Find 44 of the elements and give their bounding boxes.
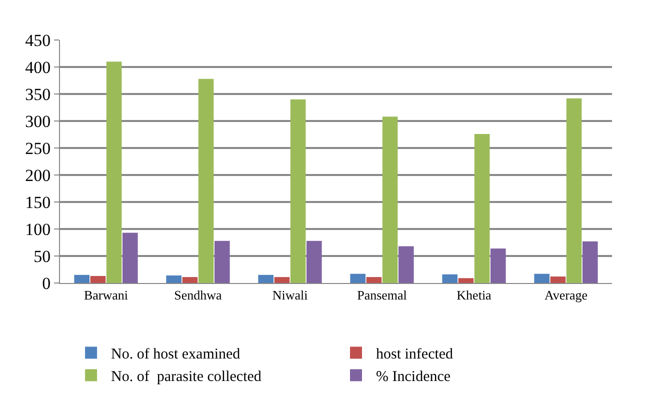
bar <box>90 276 106 283</box>
bar <box>398 246 414 283</box>
x-tick-label: Pansemal <box>357 288 408 303</box>
bar <box>534 274 550 283</box>
y-tick-label: 100 <box>25 220 51 239</box>
bar <box>106 62 122 283</box>
legend-label: host infected <box>376 346 454 363</box>
bar <box>566 98 582 283</box>
bar <box>74 274 90 283</box>
x-tick-label: Barwani <box>84 288 128 303</box>
y-tick-label: 300 <box>25 112 51 131</box>
y-tick-label: 150 <box>25 192 51 212</box>
x-tick-label: Sendhwa <box>174 288 222 303</box>
bar <box>166 275 182 283</box>
bar <box>350 274 366 283</box>
y-tick-label: 400 <box>25 58 51 77</box>
legend-label: No. of host examined <box>111 346 241 363</box>
bar <box>582 241 598 283</box>
bar <box>442 274 458 283</box>
y-tick-label: 200 <box>25 166 51 185</box>
bar <box>550 276 566 283</box>
bar <box>490 248 506 283</box>
legend-label: No. of parasite collected <box>111 369 262 386</box>
bar <box>366 277 382 283</box>
bar <box>182 277 198 283</box>
y-tick-label: 450 <box>25 30 51 50</box>
bar <box>474 134 490 283</box>
y-tick-label: 50 <box>34 246 51 266</box>
bar <box>274 277 290 283</box>
y-tick-label: 0 <box>42 274 51 293</box>
bar <box>290 99 306 283</box>
x-tick-label: Average <box>544 288 588 303</box>
bar <box>458 278 474 283</box>
bar <box>122 232 138 283</box>
bar <box>198 78 214 283</box>
y-tick-label: 350 <box>25 84 51 104</box>
bar <box>382 116 398 283</box>
y-tick-label: 250 <box>25 138 51 158</box>
x-tick-label: Khetia <box>456 288 492 303</box>
bar <box>214 240 230 283</box>
bar <box>306 240 322 283</box>
bar <box>258 274 274 283</box>
x-tick-label: Niwali <box>272 288 308 303</box>
legend-label: % Incidence <box>376 369 451 386</box>
